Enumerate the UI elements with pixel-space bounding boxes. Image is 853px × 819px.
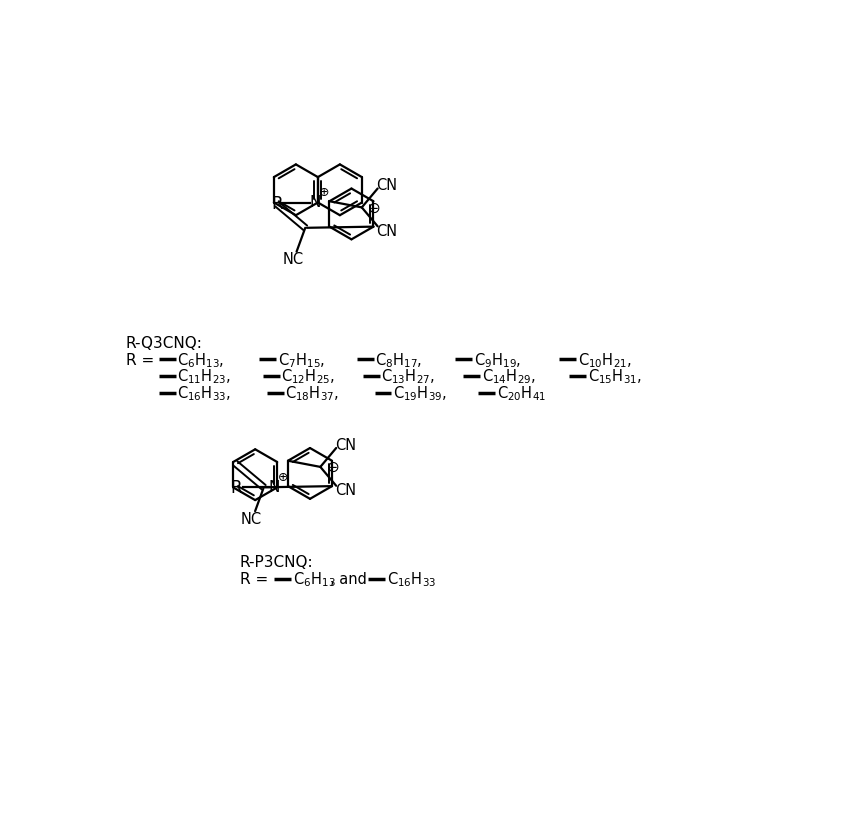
Text: $\mathregular{C_{19}H_{39}}$,: $\mathregular{C_{19}H_{39}}$,	[392, 384, 446, 403]
Text: R =: R =	[125, 352, 154, 367]
Text: $\mathregular{C_{20}H_{41}}$: $\mathregular{C_{20}H_{41}}$	[496, 384, 545, 403]
Text: $\mathregular{C_{6}H_{13}}$: $\mathregular{C_{6}H_{13}}$	[293, 569, 335, 588]
Text: $\mathregular{C_{16}H_{33}}$: $\mathregular{C_{16}H_{33}}$	[386, 569, 436, 588]
Text: $\mathregular{C_{9}H_{19}}$,: $\mathregular{C_{9}H_{19}}$,	[473, 351, 520, 369]
Text: ⊖: ⊖	[326, 459, 339, 475]
Text: $\mathregular{C_{12}H_{25}}$,: $\mathregular{C_{12}H_{25}}$,	[281, 368, 334, 386]
Text: $\mathregular{C_{15}H_{31}}$,: $\mathregular{C_{15}H_{31}}$,	[587, 368, 641, 386]
Text: ⊖: ⊖	[368, 201, 380, 215]
Text: NC: NC	[241, 511, 262, 526]
Text: $\mathregular{C_{14}H_{29}}$,: $\mathregular{C_{14}H_{29}}$,	[481, 368, 535, 386]
Text: $\mathregular{C_{7}H_{15}}$,: $\mathregular{C_{7}H_{15}}$,	[277, 351, 324, 369]
Text: NC: NC	[281, 251, 303, 267]
Text: $\mathregular{C_{11}H_{23}}$,: $\mathregular{C_{11}H_{23}}$,	[177, 368, 231, 386]
Text: ⊕: ⊕	[318, 186, 329, 199]
Text: $\mathregular{C_{8}H_{17}}$,: $\mathregular{C_{8}H_{17}}$,	[374, 351, 422, 369]
Text: R-Q3CNQ:: R-Q3CNQ:	[125, 335, 202, 351]
Text: CN: CN	[334, 437, 356, 452]
Text: , and: , and	[329, 572, 366, 586]
Text: CN: CN	[376, 224, 397, 238]
Text: R: R	[230, 479, 242, 497]
Text: R-P3CNQ:: R-P3CNQ:	[240, 554, 313, 569]
Text: CN: CN	[376, 178, 397, 193]
Text: $\mathregular{C_{10}H_{21}}$,: $\mathregular{C_{10}H_{21}}$,	[577, 351, 631, 369]
Text: $\mathregular{C_{18}H_{37}}$,: $\mathregular{C_{18}H_{37}}$,	[285, 384, 339, 403]
Text: $\mathregular{C_{13}H_{27}}$,: $\mathregular{C_{13}H_{27}}$,	[381, 368, 435, 386]
Text: N: N	[309, 195, 320, 210]
Text: ⊕: ⊕	[278, 471, 288, 483]
Text: R =: R =	[240, 572, 268, 586]
Text: $\mathregular{C_{6}H_{13}}$,: $\mathregular{C_{6}H_{13}}$,	[177, 351, 224, 369]
Text: $\mathregular{C_{16}H_{33}}$,: $\mathregular{C_{16}H_{33}}$,	[177, 384, 231, 403]
Text: CN: CN	[334, 482, 356, 497]
Text: N: N	[268, 480, 280, 495]
Text: R: R	[271, 194, 282, 212]
